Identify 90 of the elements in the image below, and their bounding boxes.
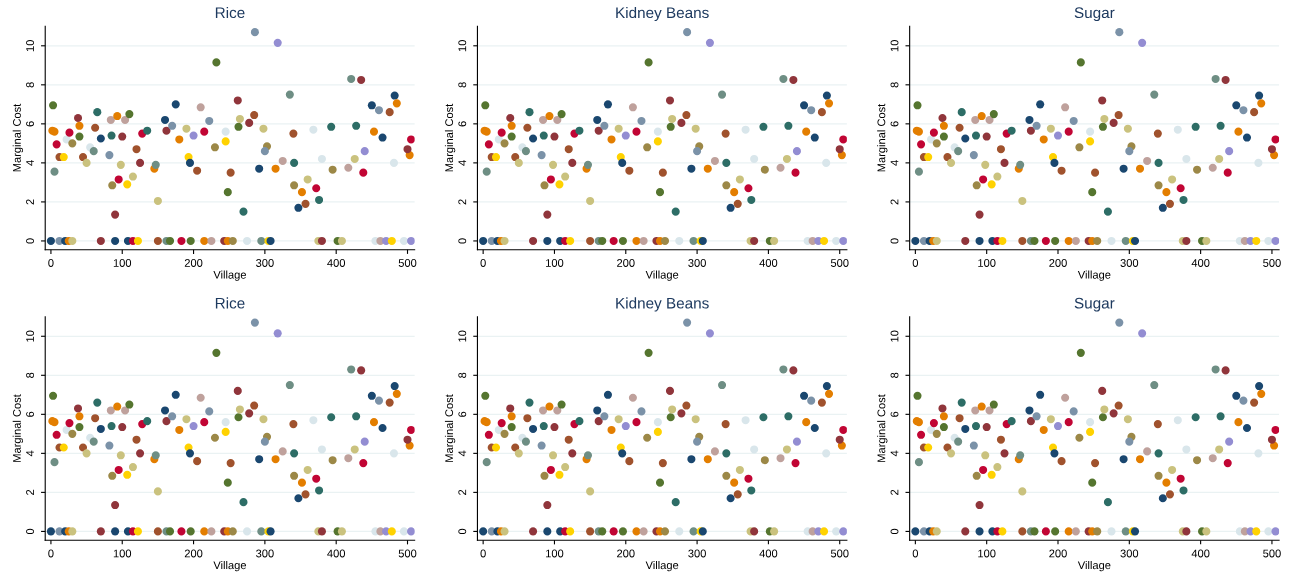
x-tick-label: 300 [688,259,706,267]
y-tick-label: 10 [890,330,899,342]
y-axis-title: Marginal Cost [444,394,456,462]
chart-title: Rice [215,6,245,19]
y-tick-label: 2 [26,489,34,495]
x-tick-label: 400 [759,259,778,267]
x-tick-label: 500 [830,259,849,267]
x-axis-title: Village [1077,270,1111,281]
y-tick-label: 2 [890,199,899,205]
y-tick-label: 4 [890,160,899,166]
x-tick-label: 300 [1120,259,1139,267]
y-tick-label: 4 [26,160,34,166]
x-tick-label: 200 [184,549,203,558]
x-axis-title: Village [645,560,679,572]
x-tick-label: 300 [256,259,274,267]
y-axis-title: Marginal Cost [444,103,456,172]
x-axis-title: Village [1077,560,1111,572]
y-tick-label: 0 [458,528,467,535]
x-tick-label: 0 [48,259,54,267]
y-tick-label: 6 [26,411,34,417]
y-tick-label: 10 [458,330,467,342]
x-tick-label: 300 [256,549,274,558]
x-tick-label: 200 [1049,259,1067,267]
x-tick-label: 100 [978,259,996,267]
y-tick-label: 4 [26,450,34,457]
y-tick-label: 6 [458,121,467,127]
y-tick-label: 0 [458,238,467,244]
x-tick-label: 200 [617,549,635,558]
x-tick-label: 100 [546,549,564,558]
y-tick-label: 10 [890,40,899,52]
y-tick-label: 0 [890,238,899,244]
y-tick-label: 4 [458,160,467,166]
y-tick-label: 8 [458,82,467,88]
y-tick-label: 8 [26,82,34,88]
y-tick-label: 10 [458,40,467,52]
y-tick-label: 2 [26,199,34,205]
x-tick-label: 200 [184,259,203,267]
x-tick-label: 500 [830,549,849,558]
x-tick-label: 100 [113,549,132,558]
x-tick-label: 400 [759,549,778,558]
y-axis-title: Marginal Cost [12,103,24,172]
y-axis-title: Marginal Cost [877,394,888,462]
x-tick-label: 100 [978,549,996,558]
x-tick-label: 500 [1263,549,1281,558]
y-axis-title: Marginal Cost [877,103,888,172]
x-tick-label: 400 [1191,259,1210,267]
x-tick-label: 0 [912,549,919,558]
chart-title: Sugar [1074,297,1115,312]
y-tick-label: 10 [26,40,34,52]
x-tick-label: 400 [327,259,346,267]
x-tick-label: 100 [546,259,564,267]
x-tick-label: 100 [113,259,132,267]
y-tick-label: 6 [26,121,34,127]
x-tick-label: 0 [48,549,54,558]
x-axis-title: Village [645,270,679,281]
x-tick-label: 300 [688,549,706,558]
chart-title: Kidney Beans [616,6,709,22]
x-tick-label: 0 [912,259,919,267]
x-tick-label: 400 [1191,549,1210,558]
y-tick-label: 6 [458,411,467,417]
x-axis-title: Village [213,270,247,281]
y-tick-label: 2 [890,489,899,495]
x-tick-label: 500 [398,259,417,267]
y-tick-label: 0 [26,238,34,244]
chart-title: Sugar [1074,7,1115,22]
x-axis-title: Village [213,560,247,572]
chart-title: Rice [215,297,245,309]
y-tick-label: 2 [458,489,467,495]
x-tick-label: 0 [480,549,486,558]
y-tick-label: 4 [458,450,467,457]
y-tick-label: 8 [458,372,467,378]
y-tick-label: 10 [26,330,34,342]
x-tick-label: 0 [480,259,486,267]
y-tick-label: 4 [890,450,899,457]
y-tick-label: 6 [890,411,899,417]
y-tick-label: 0 [890,528,899,535]
y-tick-label: 2 [458,199,467,205]
x-tick-label: 500 [1263,259,1281,267]
x-tick-label: 400 [327,549,346,558]
y-tick-label: 6 [890,121,899,127]
y-tick-label: 8 [26,372,34,378]
chart-title: Kidney Beans [616,297,709,312]
x-tick-label: 200 [617,259,635,267]
y-tick-label: 0 [26,528,34,535]
x-tick-label: 300 [1120,549,1139,558]
x-tick-label: 200 [1049,549,1067,558]
x-tick-label: 500 [398,549,417,558]
y-tick-label: 8 [890,372,899,378]
y-tick-label: 8 [890,82,899,88]
y-axis-title: Marginal Cost [12,394,24,462]
